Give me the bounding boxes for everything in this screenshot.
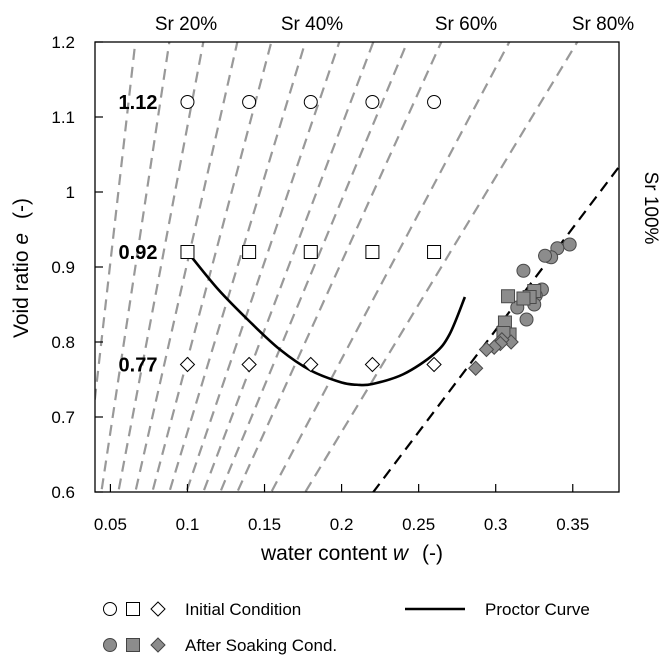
sr-line-80 [304,42,579,492]
x-tick-label: 0.3 [484,515,508,534]
point-circle-0-2 [303,95,318,109]
legend-soaked-diamond-marker [150,637,166,653]
sr-label: Sr 80% [572,14,634,35]
point-diamond-5-5 [467,360,484,376]
point-square-4-3 [516,291,531,306]
legend-soaked-circle-marker [103,638,117,652]
legend-proctor-label: Proctor Curve [485,600,590,619]
proctor-curve-layer [189,254,467,387]
point-square-1-3 [365,245,380,259]
x-tick-label: 0.1 [176,515,200,534]
x-axis-label: water content w (-) [260,542,443,565]
point-circle-0-4 [427,95,442,109]
point-diamond-5-4 [478,341,495,358]
point-circle-3-0 [562,237,577,252]
point-square-1-1 [242,245,257,259]
point-square-4-2 [501,289,516,304]
y-tick-label: 0.7 [51,408,75,427]
axis-ticks: 0.05 0.1 0.15 0.2 0.25 0.3 0.35 0.6 0.7 0.8 0.9 1 1.… [51,33,589,534]
y-tick-label: 0.9 [51,258,75,277]
sr-line-15 [95,42,137,408]
sr-line-35 [151,42,273,492]
legend-initial-square-marker [126,602,140,616]
sr-line-25 [117,42,205,492]
sr-label: Sr 20% [155,14,217,35]
data-markers [179,95,577,376]
sr-line-20 [100,42,171,492]
point-circle-0-3 [365,95,380,109]
point-diamond-2-3 [364,356,381,373]
point-circle-0-1 [242,95,257,109]
legend-soaked-square-marker [126,638,140,652]
y-tick-label: 1.1 [51,108,75,127]
x-tick-label: 0.05 [94,515,127,534]
sr-line-45 [185,42,341,492]
saturation-lines [95,42,619,492]
legend: Initial Condition After Soaking Cond. Pr… [103,600,590,655]
saturation-labels: Sr 20% Sr 40% Sr 60% Sr 80% Sr 100% [155,14,661,245]
sr-label-100: Sr 100% [640,172,661,245]
sr-line-55 [219,42,409,492]
sr-line-100 [371,164,619,492]
x-tick-label: 0.15 [248,515,281,534]
point-diamond-2-0 [179,356,196,373]
sr-line-40 [168,42,307,492]
void-ratio-label: 0.92 [119,242,158,264]
y-tick-label: 1.2 [51,33,75,52]
y-tick-label: 0.6 [51,483,75,502]
point-circle-3-4 [516,263,531,278]
sr-line-60 [236,42,443,492]
sr-line-30 [134,42,239,492]
point-square-1-0 [180,245,195,259]
point-circle-3-3 [538,248,553,263]
x-tick-label: 0.2 [330,515,354,534]
sr-label: Sr 60% [435,14,497,35]
void-ratio-label: 1.12 [119,92,158,114]
x-tick-label: 0.35 [556,515,589,534]
x-tick-label: 0.25 [402,515,435,534]
void-ratio-label: 0.77 [119,355,158,377]
point-diamond-2-1 [241,356,257,373]
point-circle-3-10 [519,312,534,327]
point-diamond-2-2 [303,356,319,373]
point-circle-0-0 [180,95,195,109]
proctor-curve [189,254,467,387]
point-square-1-4 [427,245,442,259]
point-square-1-2 [303,245,318,259]
y-axis-label: Void ratio e(-) [10,198,33,338]
plot-frame [94,41,620,493]
void-ratio-labels: 1.12 0.92 0.77 [119,92,158,377]
legend-initial-circle-marker [103,602,117,616]
point-diamond-2-4 [426,356,442,373]
legend-initial-diamond-marker [150,601,166,617]
sr-line-70 [270,42,511,492]
legend-soaked-label: After Soaking Cond. [185,636,337,655]
y-tick-label: 0.8 [51,333,75,352]
sr-label: Sr 40% [281,14,343,35]
sr-line-50 [202,42,375,492]
legend-initial-label: Initial Condition [185,600,301,619]
y-tick-label: 1 [66,183,75,202]
